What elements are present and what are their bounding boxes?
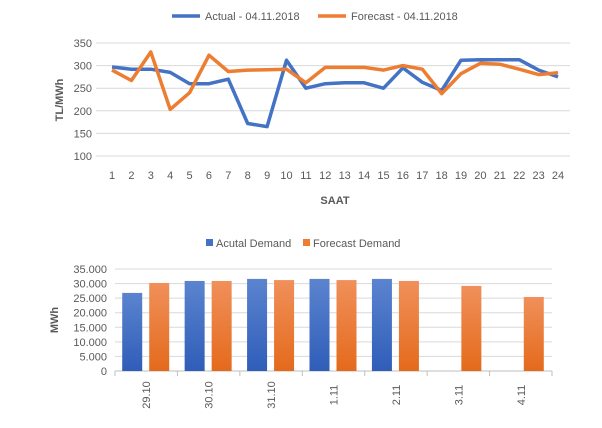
x-tick-label: 29.10: [141, 381, 153, 409]
x-tick-label: 13: [339, 170, 351, 182]
bar-actual: [122, 292, 143, 371]
bar-actual: [184, 280, 205, 371]
x-tick-label: 8: [245, 170, 251, 182]
y-tick-label: 350: [74, 38, 92, 50]
bar-forecast: [523, 296, 544, 371]
x-tick-label: 21: [494, 170, 506, 182]
x-tick-label: 4.11: [516, 385, 528, 406]
legend-label: Forecast Demand: [313, 238, 400, 250]
x-tick-label: 18: [436, 170, 448, 182]
x-tick-label: 19: [455, 170, 467, 182]
y-tick-label: 25.000: [73, 293, 107, 305]
x-axis-title: SAAT: [320, 195, 349, 207]
bar-actual: [247, 278, 268, 371]
x-tick-label: 2: [128, 170, 134, 182]
x-tick-label: 31.10: [266, 381, 278, 409]
y-tick-label: 15.000: [73, 322, 107, 334]
y-axis-title: MWh: [49, 307, 61, 334]
x-tick-label: 6: [206, 170, 212, 182]
y-tick-label: 20.000: [73, 308, 107, 320]
bar-forecast: [211, 280, 232, 371]
y-tick-label: 250: [74, 83, 92, 95]
y-tick-label: 35.000: [73, 264, 107, 276]
bar-forecast: [461, 285, 482, 371]
bar-forecast: [274, 280, 295, 371]
legend-label: Actual - 04.11.2018: [205, 11, 300, 23]
x-tick-label: 20: [474, 170, 486, 182]
x-tick-label: 5: [187, 170, 193, 182]
x-tick-label: 15: [377, 170, 389, 182]
y-tick-label: 30.000: [73, 279, 107, 291]
y-tick-label: 5.000: [79, 351, 107, 363]
x-tick-label: 24: [552, 170, 564, 182]
y-tick-label: 300: [74, 61, 92, 73]
x-tick-label: 30.10: [204, 381, 216, 409]
bar-forecast: [398, 280, 419, 371]
x-tick-label: 3.11: [453, 385, 465, 406]
bar-chart: 0 5.000 10.000 15.000 20.000 25.000 30.000 35.0…: [49, 238, 553, 409]
y-tick-label: 100: [74, 151, 92, 163]
x-tick-label: 12: [319, 170, 331, 182]
y-axis-title: TL/MWh: [54, 78, 66, 121]
series-line-actual: [111, 57, 559, 129]
bar-forecast: [149, 282, 170, 371]
x-tick-label: 3: [148, 170, 154, 182]
x-tick-label: 2.11: [391, 385, 403, 406]
x-tick-label: 10: [280, 170, 292, 182]
y-tick-label: 150: [74, 128, 92, 140]
bar-actual: [371, 278, 392, 371]
y-tick-label: 0: [101, 366, 107, 378]
legend-swatch: [206, 239, 213, 246]
x-tick-label: 11: [300, 170, 311, 182]
legend-swatch: [303, 239, 310, 246]
legend-label: Forecast - 04.11.2018: [351, 11, 458, 23]
x-tick-label: 1.11: [329, 385, 341, 406]
x-tick-label: 17: [416, 170, 428, 182]
x-tick-label: 14: [358, 170, 370, 182]
y-tick-label: 200: [74, 106, 92, 118]
x-tick-label: 16: [397, 170, 409, 182]
x-tick-label: 22: [513, 170, 525, 182]
y-tick-label: 10.000: [73, 337, 107, 349]
bar-actual: [309, 278, 330, 371]
x-tick-label: 9: [264, 170, 270, 182]
legend-label: Acutal Demand: [216, 238, 291, 250]
bar-forecast: [336, 280, 357, 371]
x-tick-label: 1: [109, 170, 115, 182]
series-line-forecast: [111, 50, 559, 112]
x-tick-label: 7: [225, 170, 231, 182]
x-tick-label: 23: [532, 170, 544, 182]
x-tick-label: 4: [167, 170, 173, 182]
